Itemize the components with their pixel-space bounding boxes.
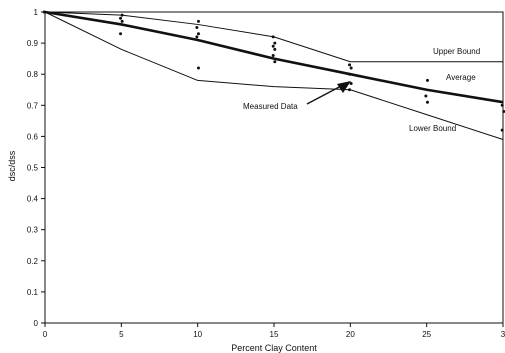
measured-data-point [424,94,428,98]
x-tick-label: 15 [270,330,279,339]
measured-data-point [348,63,352,67]
y-tick-label: 0.9 [27,39,39,48]
measured-data-point [196,32,200,36]
measured-data-point [271,35,275,39]
lower-bound-line [44,11,504,140]
y-tick-label: 0.6 [27,132,39,141]
measured-data-point [195,26,199,30]
measured-data-point [273,60,277,64]
x-tick-label: 3 [501,330,505,339]
y-axis-title: dsc/dss [7,150,17,181]
x-tick-label: 0 [43,330,48,339]
lower-bound-annotation: Lower Bound [409,124,456,133]
measured-data-point [273,47,277,51]
measured-data-point [42,10,46,14]
measured-data-point [196,66,200,70]
measured-data-point [349,66,353,70]
average-line [44,10,504,104]
y-tick-label: 0 [34,319,39,328]
y-tick-label: 0.5 [27,164,39,173]
measured-data-point [119,16,123,20]
y-tick-label: 0.4 [27,195,39,204]
measured-data-point [119,32,123,36]
measured-data-point [348,72,352,76]
measured-data-point [271,54,275,58]
y-tick-label: 1 [34,8,39,17]
measured-data-point [425,78,429,82]
x-tick-label: 25 [422,330,431,339]
y-tick-label: 0.2 [27,257,39,266]
measured-data-point [500,103,504,107]
measured-data-arrowhead [337,81,351,93]
x-axis-title: Percent Clay Content [231,343,317,353]
measured-data-point [273,41,277,45]
measured-data-annotation: Measured Data [243,102,298,111]
y-tick-label: 0.3 [27,226,39,235]
measured-data-arrow-shaft [306,84,344,105]
upper-bound-annotation: Upper Bound [433,47,480,56]
y-tick-label: 0.8 [27,70,39,79]
average-annotation: Average [446,73,476,82]
measured-data-point [271,44,275,48]
y-tick-label: 0.7 [27,101,39,110]
measured-data-point [502,110,505,114]
x-tick-label: 20 [346,330,355,339]
measured-data-point [120,13,124,17]
measured-data-point [425,100,429,104]
x-tick-label: 10 [193,330,202,339]
upper-bound-line [44,11,503,63]
measured-data-point [349,82,353,86]
measured-data-point [196,19,200,23]
y-tick-label: 0.1 [27,288,39,297]
measured-data-point [195,35,199,39]
measured-data-point [120,19,124,23]
x-tick-label: 5 [119,330,124,339]
measured-data-point [500,128,504,132]
measured-data-point [348,88,352,92]
